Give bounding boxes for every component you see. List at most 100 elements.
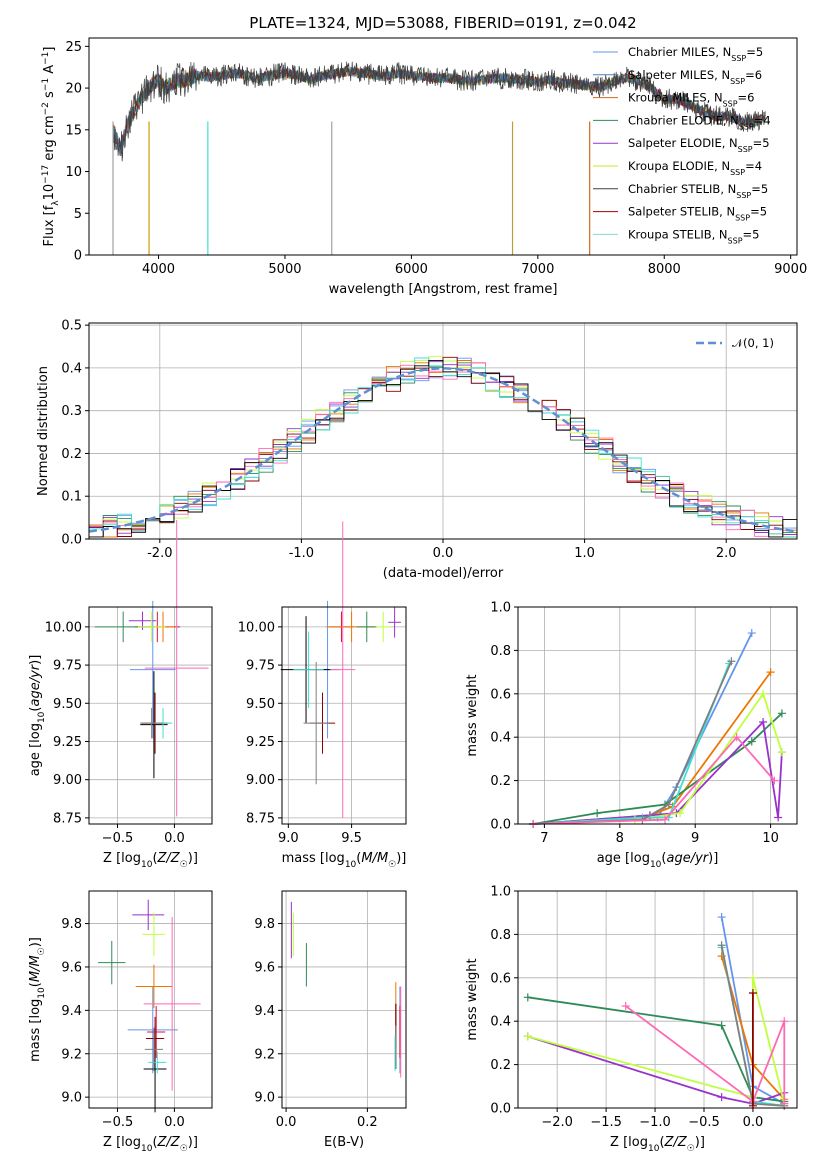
label-part: ( — [152, 851, 157, 866]
legend-text: Kroupa STELIB, N — [628, 227, 728, 241]
label-part: )] — [188, 1135, 198, 1150]
weight-point — [770, 776, 779, 785]
weight-point — [593, 809, 602, 818]
label-part: 10 — [37, 987, 47, 999]
x-tick-label: −0.5 — [102, 831, 134, 846]
y-tick-label: 9.8 — [61, 917, 82, 932]
y-tick-label: 0.5 — [61, 319, 82, 334]
y-axis-label: Flux [fλ10−17 erg cm−2 s−1 A−1] — [41, 47, 61, 247]
weight-point — [717, 941, 726, 950]
y-tick-label: 9.50 — [53, 697, 82, 712]
label-part: Z/Z — [157, 851, 181, 866]
x-tick-label: 7 — [540, 831, 548, 846]
panel-3: 9.0 9.5 8.75 9.00 9.25 9.50 9.75 10.00 mass [log… — [238, 521, 407, 870]
label-part: )] — [28, 937, 43, 947]
legend-suffix: =5 — [746, 45, 763, 59]
legend-sub: SSP — [739, 122, 754, 131]
axes-frame — [88, 37, 798, 256]
weight-point — [717, 1093, 726, 1102]
legend-suffix: =5 — [753, 136, 770, 150]
weight-point — [780, 1017, 789, 1026]
x-axis-label: Z [log10(Z/Z☉)] — [103, 851, 198, 870]
x-tick-label: −1.5 — [590, 1115, 622, 1130]
legend-label: Salpeter ELODIE, NSSP=5 — [628, 136, 770, 154]
y-tick-label: 0.6 — [490, 971, 511, 986]
y-tick-label: 9.00 — [246, 773, 275, 788]
y-tick-label: 9.00 — [53, 773, 82, 788]
weight-point — [759, 689, 768, 698]
label-part: ☉ — [180, 860, 188, 870]
label-part: 10 — [42, 184, 57, 201]
axes-frame — [281, 890, 407, 1109]
x-tick-label: −2.0 — [541, 1115, 573, 1130]
histogram-step — [89, 359, 797, 538]
x-tick-label: 0.0 — [164, 1115, 185, 1130]
label-part: age/yr — [28, 663, 43, 706]
y-tick-label: 0.2 — [490, 1058, 511, 1073]
label-part: 10 — [141, 1144, 153, 1154]
label-part: s — [42, 91, 57, 102]
x-tick-label: 8000 — [648, 262, 681, 277]
legend-text: Chabrier STELIB, N — [628, 182, 736, 196]
legend-label: Kroupa STELIB, NSSP=5 — [628, 227, 759, 245]
legend-label: Chabrier STELIB, NSSP=5 — [628, 182, 768, 200]
label-part: ☉ — [180, 1144, 188, 1154]
label-part: )] — [188, 851, 198, 866]
y-tick-label: 9.50 — [246, 697, 275, 712]
label-part: −1 — [41, 78, 51, 91]
legend-text: Salpeter ELODIE, N — [628, 136, 738, 150]
y-tick-label: 0.0 — [490, 1102, 511, 1117]
legend-label: Salpeter STELIB, NSSP=5 — [628, 205, 767, 223]
weight-line — [533, 671, 772, 825]
weight-point — [732, 733, 741, 742]
y-tick-label: 0.0 — [61, 533, 82, 548]
y-tick-label: 0.8 — [490, 928, 511, 943]
legend-suffix: =4 — [754, 113, 771, 127]
x-tick-label: 2.0 — [716, 546, 737, 561]
axes-frame — [517, 890, 798, 1109]
x-axis-label: Z [log10(Z/Z☉)] — [103, 1135, 198, 1154]
x-tick-label: 1.0 — [574, 546, 595, 561]
x-tick-label: 5000 — [268, 262, 301, 277]
legend-sub: SSP — [735, 213, 750, 222]
y-tick-label: 0.2 — [61, 447, 82, 462]
weight-point — [766, 668, 775, 677]
label-part: −17 — [41, 165, 51, 184]
legend-suffix: =5 — [743, 227, 760, 241]
weight-point — [759, 718, 768, 727]
label-part: ( — [152, 1135, 157, 1150]
legend-sub: SSP — [728, 236, 743, 245]
y-tick-label: 5 — [74, 207, 82, 222]
x-axis-label: (data-model)/error — [383, 566, 504, 581]
legend-text: Kroupa ELODIE, N — [628, 159, 730, 173]
normal-curve — [88, 367, 795, 533]
weight-line — [532, 712, 783, 825]
axes-frame — [88, 322, 798, 540]
y-tick-label: 9.4 — [254, 1004, 275, 1019]
label-part: 10 — [648, 1144, 660, 1154]
label-part: mass [log — [282, 851, 345, 866]
legend-suffix: =4 — [745, 159, 762, 173]
y-tick-label: 10 — [65, 165, 82, 180]
y-tick-label: 9.6 — [254, 960, 275, 975]
x-axis-label: Z [log10(Z/Z☉)] — [610, 1135, 705, 1154]
weight-point — [727, 657, 736, 666]
label-part: −1 — [41, 52, 51, 65]
y-tick-label: 9.2 — [61, 1047, 82, 1062]
label-part: Z [log — [610, 1135, 648, 1150]
x-tick-label: 10 — [762, 831, 779, 846]
x-axis-label: mass [log10(M/M☉)] — [282, 851, 407, 870]
x-tick-label: 9.5 — [341, 831, 362, 846]
label-part: age [log — [28, 723, 43, 776]
x-tick-label: 6000 — [395, 262, 428, 277]
label-part: mass [log — [28, 999, 43, 1062]
label-part: )] — [708, 851, 718, 866]
weight-line — [527, 996, 785, 1103]
label-part: wavelength [Angstrom, rest frame] — [329, 282, 558, 297]
legend-suffix: =6 — [738, 91, 755, 105]
label-part: ( — [28, 982, 43, 987]
weight-point — [661, 815, 670, 824]
x-tick-label: −1.0 — [639, 1115, 671, 1130]
